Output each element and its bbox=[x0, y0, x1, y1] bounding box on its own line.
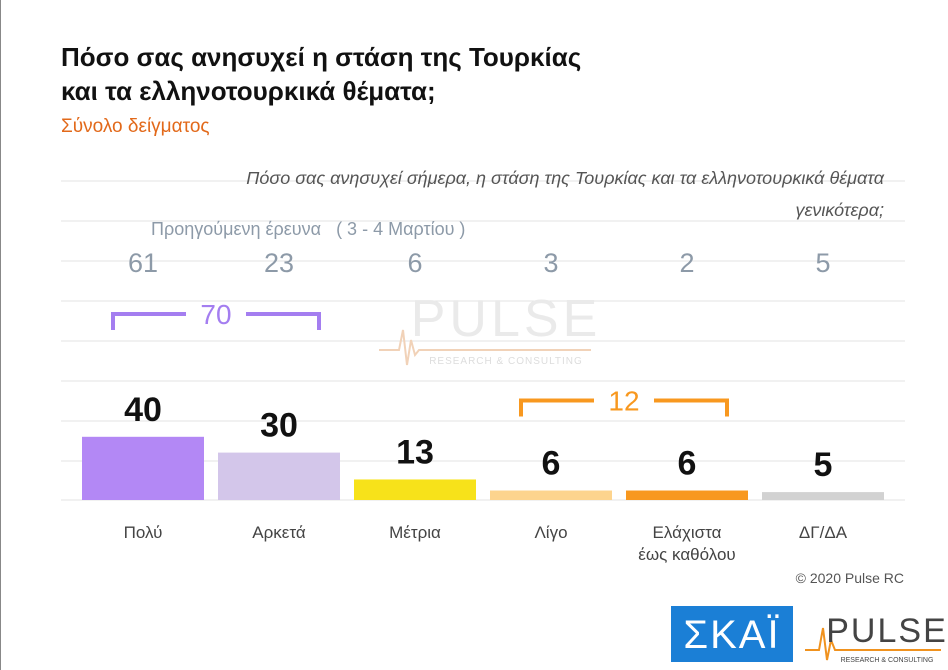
x-tick-label: Πολύ bbox=[123, 523, 163, 542]
value-label: 6 bbox=[678, 445, 697, 483]
watermark-sub: RESEARCH & CONSULTING bbox=[429, 356, 583, 367]
x-tick-label: Αρκετά bbox=[252, 523, 306, 542]
value-label: 13 bbox=[396, 433, 434, 471]
previous-value: 2 bbox=[679, 248, 694, 278]
bracket-label: 70 bbox=[200, 299, 231, 330]
chart-title: Πόσο σας ανησυχεί η στάση της Τουρκίας bbox=[61, 42, 582, 72]
previous-value: 5 bbox=[815, 248, 830, 278]
bar bbox=[626, 490, 748, 500]
x-tick-label: Μέτρια bbox=[389, 523, 441, 542]
bar bbox=[762, 492, 884, 500]
value-label: 40 bbox=[124, 391, 162, 429]
value-label: 30 bbox=[260, 407, 298, 445]
bar bbox=[354, 479, 476, 500]
value-label: 6 bbox=[542, 445, 561, 483]
x-tick-label: Ελάχιστα έως καθόλου bbox=[638, 523, 736, 564]
bracket bbox=[519, 398, 729, 417]
question-text: Πόσο σας ανησυχεί σήμερα, η στάση της Το… bbox=[246, 168, 884, 188]
bracket-label: 12 bbox=[608, 386, 639, 417]
bar bbox=[218, 452, 340, 500]
pulse-logo-sub: RESEARCH & CONSULTING bbox=[841, 657, 934, 664]
previous-value: 23 bbox=[264, 248, 294, 278]
bar bbox=[490, 490, 612, 500]
bar bbox=[82, 436, 204, 500]
skai-logo: ΣΚΑΪ bbox=[683, 613, 780, 657]
background-lines bbox=[61, 180, 905, 501]
previous-value: 3 bbox=[543, 248, 558, 278]
chart-subtitle: Σύνολο δείγματος bbox=[61, 116, 210, 137]
bracket bbox=[111, 312, 321, 330]
question-text: γενικότερα; bbox=[795, 200, 884, 220]
watermark-pulse-line bbox=[379, 329, 591, 366]
x-tick-label: ΔΓ/ΔΑ bbox=[798, 523, 848, 542]
copyright: © 2020 Pulse RC bbox=[795, 570, 904, 586]
previous-value: 6 bbox=[407, 248, 422, 278]
previous-label: Προηγούμενη έρευνα ( 3 - 4 Μαρτίου ) bbox=[151, 219, 466, 239]
skai-logo-box bbox=[671, 606, 793, 662]
x-tick-label: Λίγο bbox=[534, 523, 568, 542]
watermark-name: PULSE bbox=[411, 290, 602, 348]
pulse-logo-line bbox=[805, 627, 941, 661]
value-label: 5 bbox=[814, 446, 833, 484]
pulse-logo: PULSE bbox=[826, 612, 948, 650]
chart-title: και τα ελληνοτουρκικά θέματα; bbox=[61, 76, 436, 106]
previous-value: 61 bbox=[128, 248, 158, 278]
